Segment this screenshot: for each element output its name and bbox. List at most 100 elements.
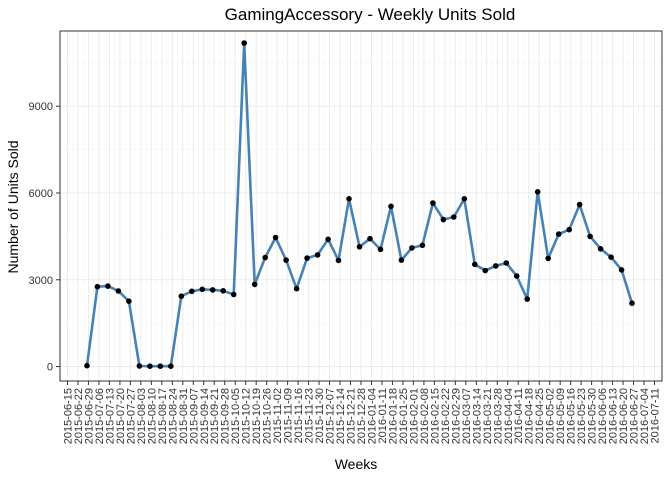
y-axis: 0 3000 6000 9000 (29, 101, 60, 374)
x-tick-label: 2016-04-11 (513, 388, 525, 443)
data-point (398, 257, 405, 263)
data-point (241, 40, 247, 46)
x-tick-label: 2016-01-25 (398, 388, 410, 444)
data-point (283, 257, 289, 263)
x-tick-label: 2015-10-26 (262, 388, 274, 444)
data-point (356, 244, 363, 250)
data-point (126, 298, 132, 305)
data-point (388, 203, 394, 210)
y-tick-label: 3000 (29, 275, 53, 287)
x-tick-label: 2015-06-15 (62, 388, 74, 444)
data-point (304, 255, 310, 261)
data-point (335, 257, 342, 264)
x-tick-label: 2015-12-21 (346, 388, 358, 444)
data-point (94, 283, 101, 290)
x-tick-label: 2015-09-07 (188, 388, 200, 444)
data-point (325, 236, 331, 243)
x-tick-label: 2016-05-02 (545, 388, 557, 444)
data-point (472, 261, 478, 268)
data-points (84, 40, 635, 370)
x-tick-label: 2016-05-30 (587, 388, 599, 444)
x-tick-label: 2015-07-20 (115, 388, 127, 444)
x-tick-label: 2016-06-27 (629, 388, 641, 444)
data-point (147, 363, 153, 370)
x-tick-label: 2015-08-10 (146, 388, 158, 444)
x-tick-label: 2015-10-12 (241, 388, 253, 444)
data-point (220, 288, 226, 294)
data-point (105, 283, 111, 289)
x-tick-label: 2015-11-02 (272, 388, 284, 443)
x-tick-label: 2015-09-28 (220, 388, 232, 444)
data-point (168, 363, 174, 370)
data-point (430, 200, 436, 206)
x-tick-label: 2016-03-14 (471, 388, 483, 444)
x-tick-label: 2016-01-04 (366, 388, 378, 444)
grid-major (60, 31, 662, 381)
data-point (419, 242, 426, 249)
x-tick-label: 2015-06-29 (83, 388, 95, 444)
x-tick-label: 2015-12-07 (325, 388, 337, 444)
x-tick-label: 2015-08-31 (178, 388, 190, 444)
x-tick-label: 2015-10-19 (251, 388, 263, 444)
data-point (451, 214, 457, 220)
data-point (503, 260, 510, 266)
x-tick-label: 2015-11-09 (283, 388, 295, 443)
data-point (346, 196, 352, 202)
x-tick-label: 2015-11-16 (293, 388, 305, 443)
x-tick-label: 2016-04-04 (503, 388, 515, 444)
x-tick-label: 2015-08-24 (167, 388, 179, 444)
data-point (566, 226, 572, 233)
data-point (461, 196, 468, 202)
x-tick-label: 2016-04-18 (524, 388, 536, 444)
data-point (189, 288, 195, 295)
x-tick-label: 2016-02-22 (440, 388, 452, 444)
x-tick-label: 2015-12-14 (335, 388, 347, 444)
x-tick-label: 2016-02-01 (408, 388, 420, 444)
data-point (367, 235, 373, 242)
x-tick-label: 2015-08-03 (136, 388, 148, 444)
x-tick-label: 2015-07-27 (125, 388, 137, 444)
x-tick-label: 2015-09-14 (199, 388, 211, 444)
x-tick-label: 2016-01-11 (377, 388, 389, 443)
data-point (608, 254, 614, 260)
x-tick-label: 2016-02-08 (419, 388, 431, 444)
data-point (618, 267, 625, 273)
x-tick-label: 2015-07-13 (104, 388, 116, 444)
data-point (377, 246, 384, 253)
x-tick-label: 2015-11-23 (304, 388, 316, 443)
y-tick-label: 0 (47, 362, 53, 374)
data-point (493, 263, 499, 269)
data-point (587, 233, 593, 240)
data-point (314, 252, 321, 258)
data-point (555, 231, 562, 237)
data-point (545, 255, 551, 262)
data-point (534, 189, 541, 195)
data-point (482, 267, 489, 274)
x-tick-label: 2016-01-18 (387, 388, 399, 444)
x-axis-title: Weeks (335, 456, 378, 472)
x-tick-label: 2015-09-21 (209, 388, 221, 444)
x-tick-label: 2016-02-15 (429, 388, 441, 444)
x-tick-label: 2015-10-05 (230, 388, 242, 444)
data-point (272, 234, 279, 241)
x-tick-label: 2016-06-06 (597, 388, 609, 444)
data-point (209, 287, 216, 293)
data-point (262, 254, 269, 261)
x-tick-label: 2016-04-25 (534, 388, 546, 444)
x-tick-label: 2016-05-23 (576, 388, 588, 444)
x-tick-label: 2016-06-13 (608, 388, 620, 444)
x-tick-label: 2015-11-30 (314, 388, 326, 443)
data-point (115, 288, 122, 294)
data-point (629, 300, 635, 307)
x-tick-label: 2016-05-09 (555, 388, 567, 444)
data-point (251, 281, 258, 288)
data-point (230, 291, 237, 298)
y-tick-label: 9000 (29, 101, 53, 113)
data-point (576, 201, 583, 208)
data-point (409, 245, 415, 251)
x-axis: 2015-06-152015-06-222015-06-292015-07-06… (62, 381, 662, 444)
chart-title: GamingAccessory - Weekly Units Sold (225, 5, 516, 24)
x-tick-label: 2016-02-29 (450, 388, 462, 444)
x-tick-label: 2016-07-11 (650, 388, 662, 443)
